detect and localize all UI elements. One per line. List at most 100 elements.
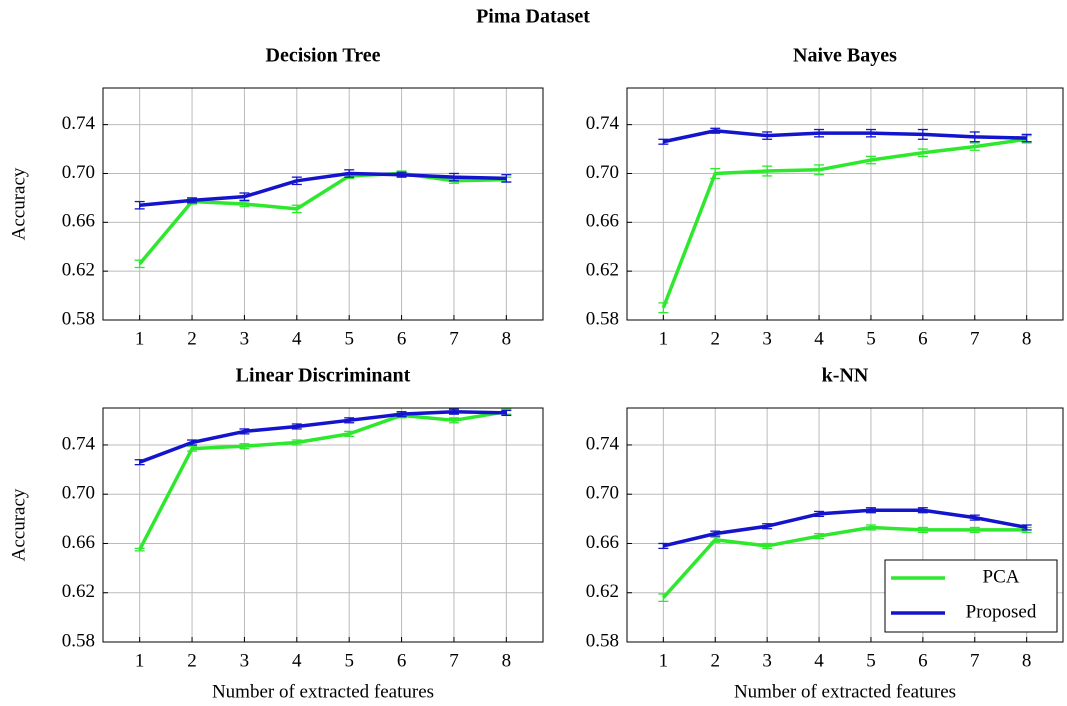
error-bar	[917, 507, 928, 514]
error-bar	[344, 169, 355, 178]
x-tick-label: 3	[240, 328, 250, 349]
error-bar	[501, 409, 512, 417]
y-tick-label: 0.70	[586, 162, 619, 183]
error-bar	[917, 128, 928, 140]
y-tick-label: 0.66	[62, 211, 95, 232]
x-tick-label: 2	[710, 328, 720, 349]
error-bar	[501, 174, 512, 183]
x-tick-label: 4	[292, 650, 302, 671]
y-tick-label: 0.70	[586, 483, 619, 504]
series-line	[662, 525, 1027, 599]
plot-frame	[626, 407, 1064, 643]
error-bar	[658, 138, 669, 145]
error-bar	[865, 128, 876, 138]
x-tick-label: 5	[866, 650, 876, 671]
error-bar	[917, 526, 928, 534]
x-tick-label: 1	[135, 650, 145, 671]
y-tick-label: 0.62	[62, 260, 95, 281]
error-bar	[969, 131, 980, 143]
error-bar	[396, 171, 407, 178]
x-tick-label: 8	[1022, 650, 1032, 671]
error-bar	[134, 200, 145, 210]
error-bar	[448, 408, 459, 415]
plot-area	[627, 88, 1063, 320]
subplot-title: Naive Bayes	[793, 45, 897, 67]
error-bar	[969, 514, 980, 521]
error-bar	[291, 439, 302, 446]
x-tick-label: 4	[814, 328, 824, 349]
y-tick-label: 0.70	[62, 162, 95, 183]
y-tick-label: 0.66	[62, 532, 95, 553]
series-line	[661, 137, 1027, 309]
x-axis-label: Number of extracted features	[734, 681, 956, 702]
y-tick-label: 0.66	[586, 532, 619, 553]
x-tick-label: 8	[502, 650, 512, 671]
error-bar	[239, 192, 250, 201]
x-tick-label: 7	[970, 328, 980, 349]
error-bar	[814, 532, 825, 540]
error-bar	[291, 204, 302, 214]
error-bar	[658, 302, 669, 314]
error-bar	[865, 524, 876, 531]
error-bar	[917, 148, 928, 158]
y-tick-label: 0.74	[586, 113, 620, 134]
series-line	[138, 171, 507, 265]
plot-frame	[102, 87, 544, 321]
plot-area	[103, 88, 543, 320]
error-bar	[291, 176, 302, 186]
x-tick-label: 3	[762, 650, 772, 671]
x-tick-label: 2	[187, 328, 197, 349]
figure-title: Pima Dataset	[476, 6, 590, 28]
plot-area	[103, 408, 543, 642]
y-tick-label: 0.62	[586, 260, 619, 281]
x-tick-label: 7	[970, 650, 980, 671]
subplot-title: Linear Discriminant	[236, 365, 411, 387]
y-tick-label: 0.74	[62, 433, 96, 454]
series-line	[139, 409, 507, 464]
error-bar	[187, 445, 198, 452]
y-tick-label: 0.58	[62, 630, 95, 651]
y-tick-label: 0.74	[586, 433, 620, 454]
series-line	[138, 409, 507, 551]
error-bar	[814, 510, 825, 518]
error-bar	[134, 547, 145, 552]
x-tick-label: 6	[918, 328, 928, 349]
legend: PCA Proposed	[884, 559, 1058, 633]
x-tick-label: 8	[1022, 328, 1032, 349]
error-bar	[344, 417, 355, 424]
x-tick-label: 1	[659, 328, 669, 349]
x-tick-label: 5	[344, 328, 354, 349]
x-tick-label: 3	[240, 650, 250, 671]
x-tick-label: 6	[918, 650, 928, 671]
x-tick-label: 8	[502, 328, 512, 349]
legend-label: PCA	[983, 566, 1020, 587]
legend-box	[884, 559, 1058, 633]
error-bar	[291, 423, 302, 430]
error-bar	[865, 155, 876, 165]
x-tick-label: 7	[449, 650, 459, 671]
subplot-title: k-NN	[822, 365, 869, 387]
error-bar	[814, 164, 825, 176]
error-bar	[134, 459, 145, 466]
y-tick-label: 0.74	[62, 113, 96, 134]
error-bar	[239, 443, 250, 450]
error-bar	[187, 197, 198, 204]
error-bar	[396, 411, 407, 418]
error-bar	[239, 200, 250, 208]
y-tick-label: 0.70	[62, 483, 95, 504]
error-bar	[344, 430, 355, 437]
x-tick-label: 7	[449, 328, 459, 349]
y-tick-label: 0.62	[586, 581, 619, 602]
y-tick-label: 0.62	[62, 581, 95, 602]
x-tick-label: 5	[866, 328, 876, 349]
series-line	[662, 128, 1027, 144]
error-bar	[1021, 133, 1032, 143]
y-tick-label: 0.58	[586, 630, 619, 651]
error-bar	[710, 536, 721, 543]
x-tick-label: 1	[135, 328, 145, 349]
error-bar	[710, 530, 721, 537]
error-bar	[1021, 524, 1032, 531]
y-tick-label: 0.66	[586, 211, 619, 232]
x-tick-label: 2	[187, 650, 197, 671]
